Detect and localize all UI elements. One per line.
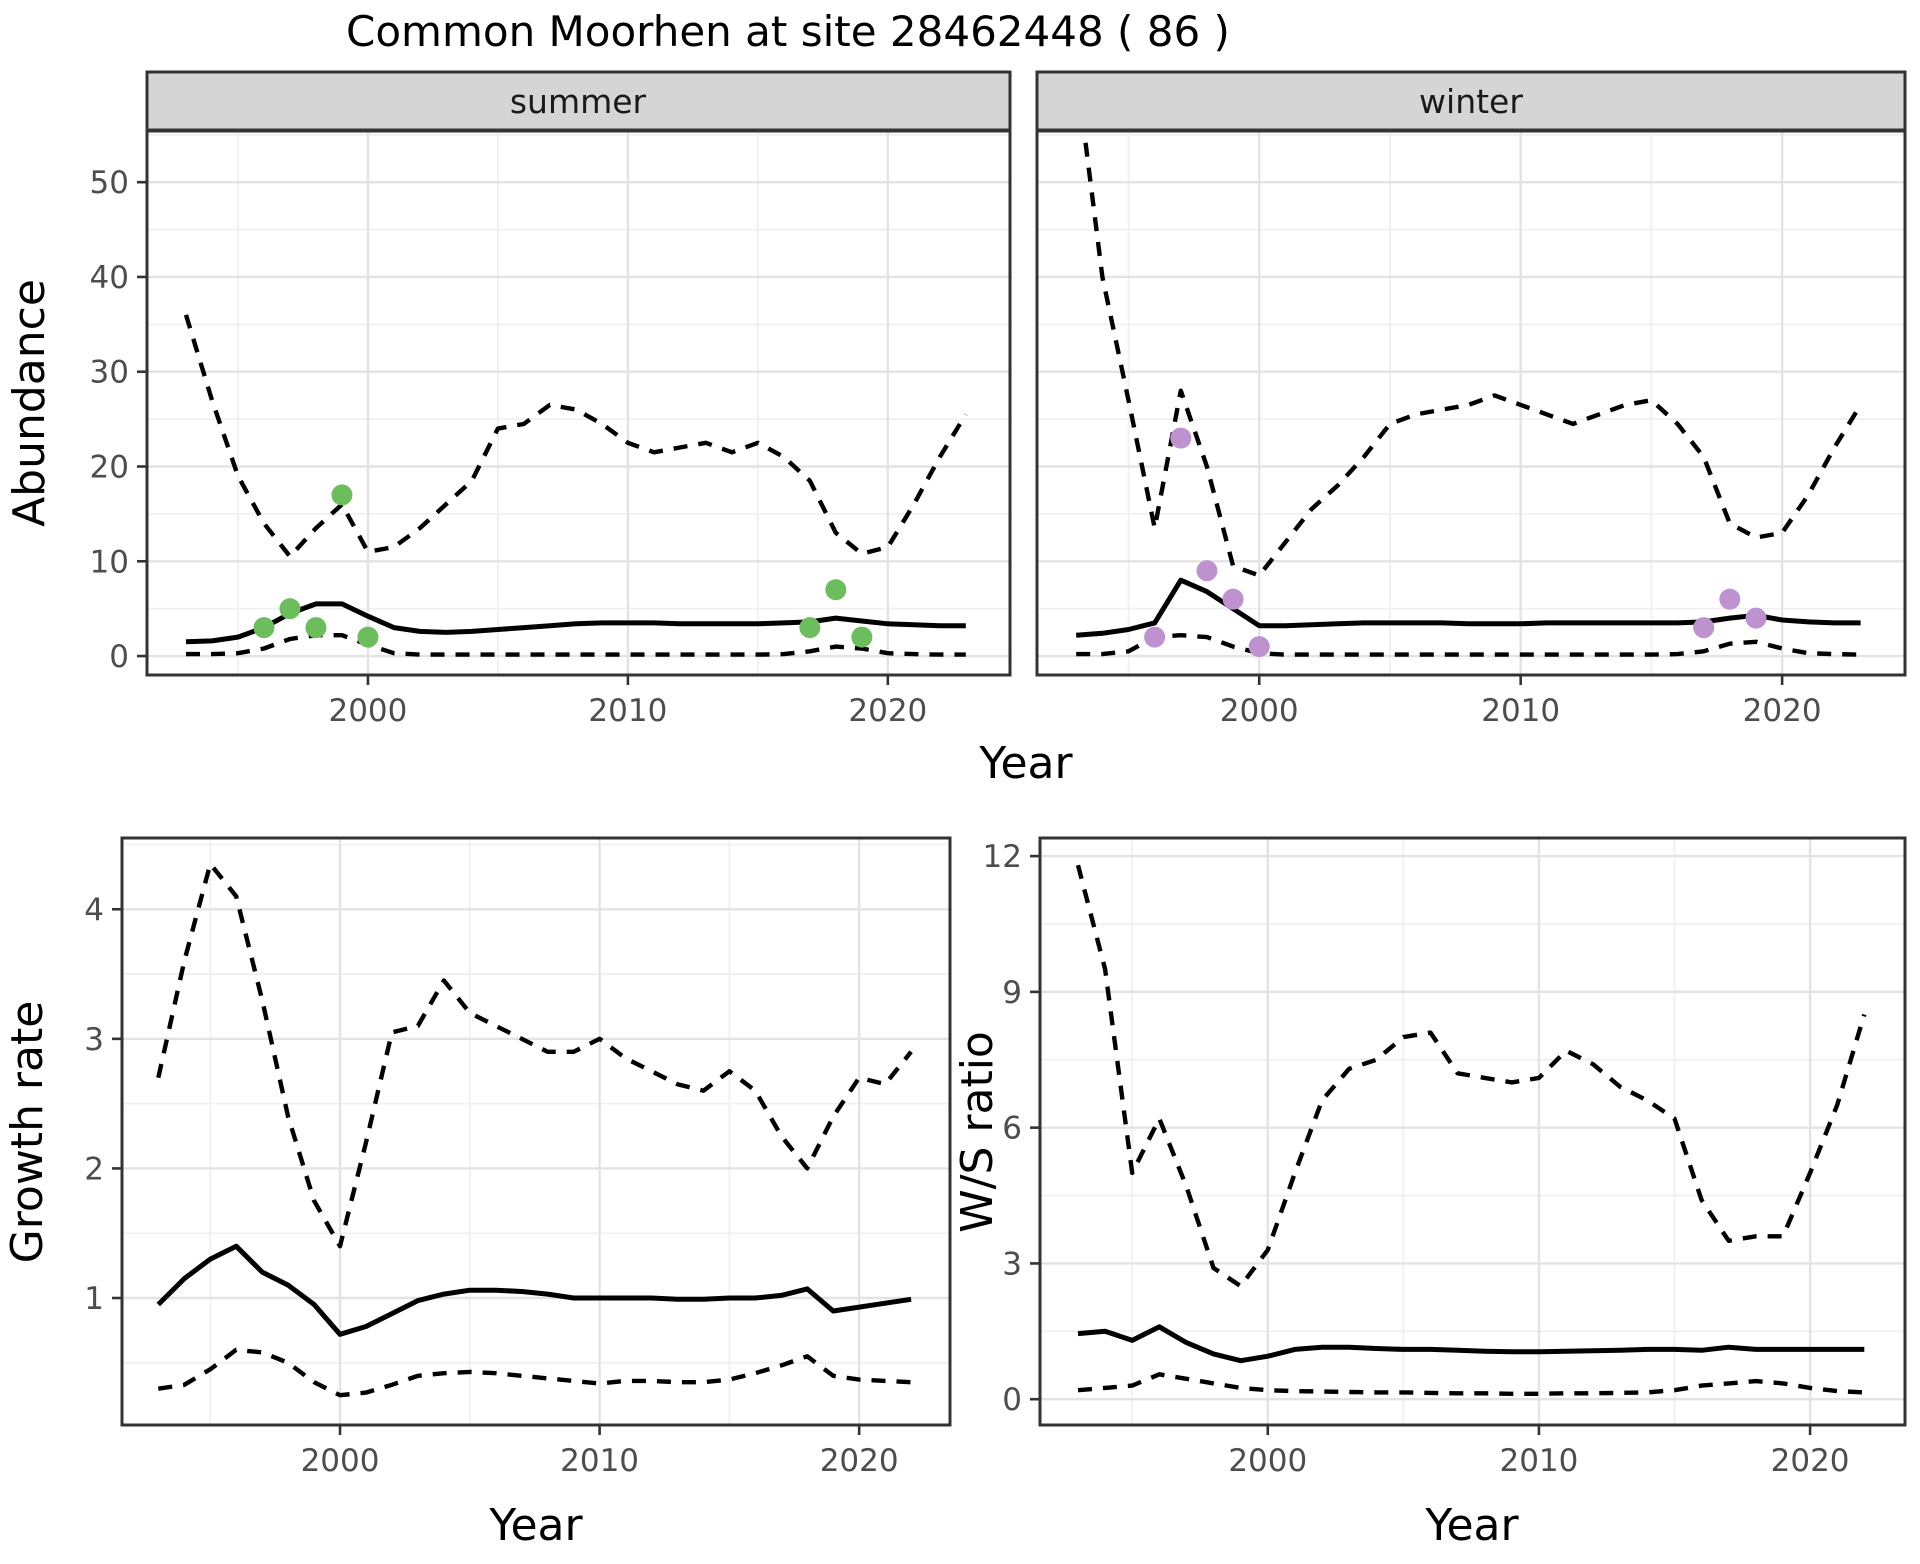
x-tick-label: 2010 (588, 693, 667, 729)
panel-background (147, 131, 1010, 675)
y-tick-label: 4 (84, 892, 104, 928)
growth-rate-axis-title: Growth rate (2, 1001, 53, 1264)
median-line (185, 601, 966, 645)
observation-point (305, 617, 327, 639)
panel-background (1040, 838, 1905, 1425)
x-tick-label: 2000 (301, 1443, 380, 1479)
y-tick-label: 0 (109, 639, 129, 675)
panel-border (145, 129, 1012, 677)
upper-ci-line (156, 861, 913, 1249)
y-tick-label: 3 (1002, 1246, 1022, 1282)
facet-strip-summer-bg (145, 70, 1012, 132)
y-tick-label: 10 (90, 544, 129, 580)
observation-point (331, 484, 353, 506)
y-tick-label: 40 (90, 260, 129, 296)
observation-point (1693, 617, 1715, 639)
facet-strip-summer: summer (145, 70, 1012, 132)
x-tick-label: 2000 (328, 693, 407, 729)
observation-point (1248, 636, 1270, 658)
median-line (1076, 577, 1861, 638)
x-tick-label: 2010 (560, 1443, 639, 1479)
bottom-left-year-axis-title: Year (488, 1500, 583, 1551)
panel-border (120, 836, 952, 1427)
y-tick-label: 0 (1002, 1382, 1022, 1418)
x-tick-label: 2020 (1743, 693, 1822, 729)
observation-point (357, 626, 379, 648)
y-tick-label: 20 (90, 449, 129, 485)
bottom-right-year-axis-title: Year (1424, 1500, 1519, 1551)
facet-strip-winter: winter (1035, 70, 1907, 132)
series-group (183, 314, 968, 657)
observation-point (1170, 427, 1192, 449)
x-tick-label: 2020 (820, 1443, 899, 1479)
panel-border (1038, 836, 1907, 1427)
y-tick-label: 12 (983, 839, 1022, 875)
observation-point (1719, 588, 1741, 610)
y-tick-label: 50 (90, 165, 129, 201)
panel-ws-ratio: 2000 2010 2020 0 3 6 9 12 (983, 836, 1907, 1479)
x-tick-label: 2000 (1228, 1443, 1307, 1479)
facet-strip-winter-label: winter (1419, 82, 1523, 121)
panel-abundance-summer: 2000 2010 2020 0 10 20 30 40 50 (90, 129, 1012, 729)
x-tick-label: 2020 (1771, 1443, 1850, 1479)
panel-background (122, 838, 950, 1425)
median-line (156, 1243, 912, 1337)
upper-ci-line (183, 314, 968, 559)
x-tick-label: 2010 (1499, 1443, 1578, 1479)
chart-title: Common Moorhen at site 28462448 ( 86 ) (346, 7, 1230, 56)
series-group (156, 861, 913, 1398)
series-group (1075, 864, 1867, 1397)
y-tick-label: 3 (84, 1022, 104, 1058)
ws-ratio-axis-title: W/S ratio (952, 1031, 1003, 1233)
lower-ci-line (1077, 1372, 1865, 1397)
lower-ci-line (1076, 633, 1861, 657)
panel-growth-rate: 2000 2010 2020 1 2 3 4 (84, 836, 952, 1479)
series-group (1076, 131, 1863, 658)
y-tick-label: 30 (90, 355, 129, 391)
lower-ci-line (157, 1347, 912, 1398)
observation-point (1196, 560, 1218, 582)
observation-point (1745, 607, 1767, 629)
observation-point (825, 579, 847, 601)
x-tick-label: 2020 (848, 693, 927, 729)
x-tick-label: 2000 (1220, 693, 1299, 729)
median-line (1077, 1324, 1865, 1364)
x-tick-label: 2010 (1481, 693, 1560, 729)
y-tick-label: 2 (84, 1151, 104, 1187)
facet-strip-summer-label: summer (510, 82, 647, 121)
observation-point (851, 626, 873, 648)
panel-border (1035, 129, 1907, 677)
top-year-axis-title: Year (978, 738, 1073, 789)
observation-point (253, 617, 275, 639)
abundance-axis-title: Abundance (4, 279, 55, 527)
observation-point (799, 617, 821, 639)
facet-strip-winter-bg (1035, 70, 1907, 132)
observation-point (1222, 588, 1244, 610)
observation-point (279, 598, 301, 620)
y-tick-label: 6 (1002, 1111, 1022, 1147)
y-tick-label: 9 (1002, 975, 1022, 1011)
panel-abundance-winter: 2000 2010 2020 (1035, 129, 1907, 729)
y-tick-label: 1 (84, 1281, 104, 1317)
upper-ci-line (1081, 131, 1863, 578)
observation-point (1144, 626, 1166, 648)
